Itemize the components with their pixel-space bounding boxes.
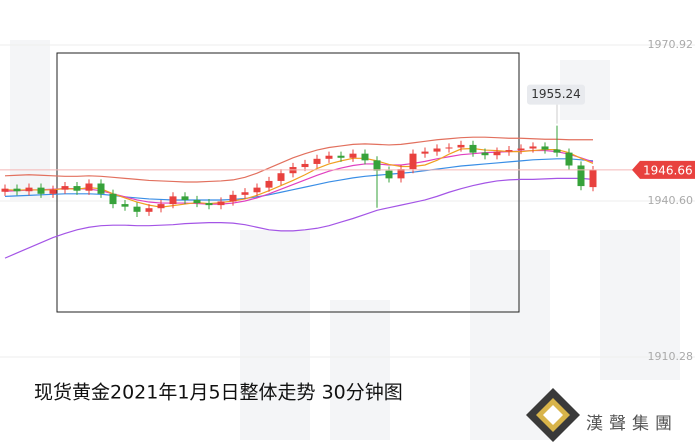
candle-body	[409, 153, 417, 170]
candle-body	[73, 186, 81, 191]
candle-body	[37, 187, 45, 194]
candle-body	[553, 149, 561, 153]
candle-body	[589, 169, 597, 188]
candle-body	[61, 186, 69, 190]
candle-body	[277, 173, 285, 181]
candle-body	[241, 192, 249, 195]
candle-body	[541, 146, 549, 150]
candle-body	[373, 160, 381, 171]
indicator-line	[4, 136, 593, 183]
candle-body	[85, 183, 93, 191]
last-price-label: 1946.66	[643, 163, 693, 177]
candle-body	[469, 144, 477, 153]
candle-body	[13, 188, 21, 192]
candle-body	[193, 199, 201, 204]
last-price-tag	[632, 160, 695, 179]
candle-body	[301, 163, 309, 168]
candle-body	[397, 169, 405, 179]
candle-body	[577, 165, 585, 187]
candle-body	[109, 193, 117, 205]
candle-body	[265, 180, 273, 188]
candle-body	[517, 148, 525, 151]
y-tick-label: 1970.92	[648, 38, 694, 51]
candle-body	[1, 188, 9, 192]
candle-body	[337, 155, 345, 158]
candle-body	[253, 187, 261, 193]
candle-body	[205, 203, 213, 206]
high-annotation: 1955.24	[531, 87, 581, 101]
candle-body	[181, 196, 189, 200]
candle-body	[229, 194, 237, 202]
background-pattern	[10, 40, 680, 440]
candle-body	[121, 204, 129, 207]
candle-body	[445, 147, 453, 149]
candle-body	[313, 158, 321, 164]
candle-body	[97, 183, 105, 194]
candle-body	[349, 153, 357, 158]
candle-body	[49, 189, 57, 194]
y-tick-label: 1910.28	[648, 350, 694, 363]
labels: 1970.92 1940.60 1910.28 1955.24 1946.66	[0, 38, 695, 363]
candle-body	[565, 152, 573, 166]
high-annotation-box	[527, 84, 585, 105]
logo	[526, 388, 580, 442]
candle-body	[457, 144, 465, 148]
candle-body	[433, 148, 441, 152]
highlight-box	[56, 52, 520, 313]
candle-body	[325, 155, 333, 159]
y-tick-label: 1940.60	[648, 194, 694, 207]
indicator-line	[4, 158, 594, 201]
candle-body	[421, 151, 429, 154]
indicator-line	[4, 147, 594, 208]
candle-body	[505, 150, 513, 152]
chart-title: 现货黄金2021年1月5日整体走势 30分钟图	[34, 382, 403, 404]
indicator-line	[4, 177, 594, 259]
candle-body	[385, 170, 393, 179]
candle-body	[361, 153, 369, 161]
candle-body	[145, 208, 153, 212]
candle-body	[133, 206, 141, 212]
candle-body	[481, 152, 489, 156]
candles	[1, 125, 597, 217]
candle-body	[217, 201, 225, 206]
brand: 漢聲集團	[586, 414, 678, 434]
candle-body	[493, 151, 501, 156]
candle-body	[169, 196, 177, 205]
candle-body	[529, 146, 537, 149]
candle-body	[157, 204, 165, 209]
candle-body	[25, 187, 33, 192]
